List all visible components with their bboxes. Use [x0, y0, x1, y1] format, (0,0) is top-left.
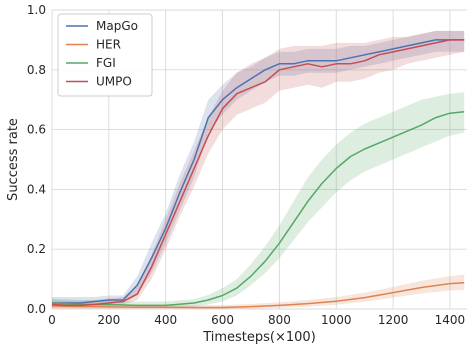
x-tick-label: 0: [48, 313, 56, 327]
x-tick-label: 800: [268, 313, 291, 327]
legend-label-umpo: UMPO: [96, 75, 132, 89]
y-tick-labels: 0.0 0.2 0.4 0.6 0.8 1.0: [27, 3, 46, 316]
x-tick-label: 400: [154, 313, 177, 327]
x-axis-label: Timesteps(×100): [202, 330, 316, 345]
legend: MapGo HER FGI UMPO: [57, 13, 153, 97]
y-tick-label: 0.2: [27, 242, 46, 256]
confidence-bands: [52, 30, 465, 309]
y-tick-label: 0.6: [27, 123, 46, 137]
legend-label-fgi: FGI: [96, 56, 116, 70]
x-tick-label: 1000: [321, 313, 352, 327]
y-axis-label: Success rate: [6, 118, 21, 201]
y-tick-label: 0.8: [27, 63, 46, 77]
legend-label-her: HER: [96, 38, 121, 52]
grid: [51, 9, 467, 310]
x-tick-labels: 0 200 400 600 800 1000 1200 1400: [48, 313, 465, 327]
band-fgi: [52, 92, 465, 308]
x-tick-label: 200: [97, 313, 120, 327]
series-line-mapgo: [52, 39, 465, 304]
series-line-umpo: [51, 39, 465, 307]
legend-label-mapgo: MapGo: [96, 19, 138, 33]
y-tick-label: 1.0: [27, 3, 46, 17]
series-lines: [51, 39, 465, 309]
y-tick-label: 0.4: [27, 182, 46, 196]
series-line-fgi: [51, 110, 465, 307]
x-tick-label: 1200: [378, 313, 409, 327]
series-line-her: [51, 281, 465, 309]
legend-box: [57, 13, 153, 97]
band-umpo: [52, 30, 465, 308]
x-tick-label: 600: [211, 313, 234, 327]
x-tick-label: 1400: [435, 313, 466, 327]
band-mapgo: [52, 30, 465, 307]
band-her: [52, 274, 465, 309]
y-tick-label: 0.0: [27, 302, 46, 316]
